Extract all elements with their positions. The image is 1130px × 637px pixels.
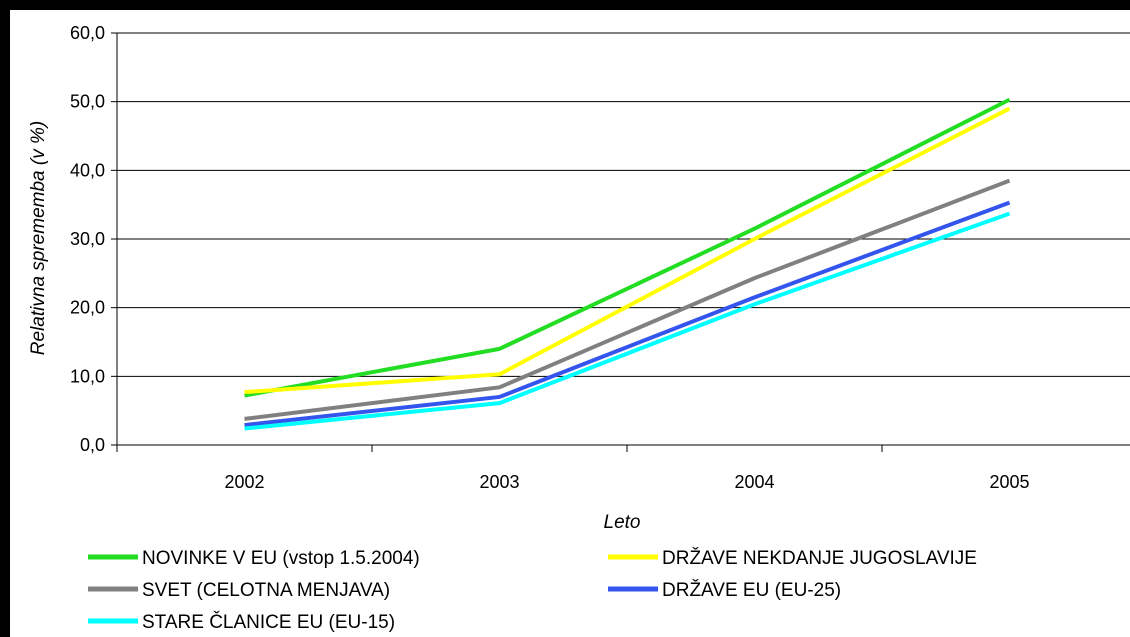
series-line <box>244 97 1011 398</box>
y-axis-title: Relativna sprememba (v %) <box>28 121 49 355</box>
chart-border-left <box>0 0 10 637</box>
x-tick-label: 2002 <box>224 472 264 492</box>
series-line <box>244 106 1011 395</box>
series-line <box>244 211 1011 431</box>
series-line <box>244 178 1011 421</box>
legend-item: NOVINKE V EU (vstop 1.5.2004) <box>88 548 420 569</box>
legend-label: DRŽAVE EU (EU-25) <box>662 579 841 601</box>
legend-label: NOVINKE V EU (vstop 1.5.2004) <box>142 548 420 569</box>
legend-label: STARE ČLANICE EU (EU-15) <box>142 611 395 633</box>
chart-border-top <box>0 0 1130 10</box>
legend-label: DRŽAVE NEKDANJE JUGOSLAVIJE <box>662 547 977 569</box>
legend: NOVINKE V EU (vstop 1.5.2004) DRŽAVE NEKD… <box>88 547 977 633</box>
gridlines <box>117 32 1130 377</box>
x-tick-label: 2005 <box>989 472 1029 492</box>
y-tick-label: 20,0 <box>70 298 105 318</box>
y-tick-label: 30,0 <box>70 229 105 249</box>
legend-item: STARE ČLANICE EU (EU-15) <box>88 611 395 633</box>
legend-label: SVET (CELOTNA MENJAVA) <box>142 580 390 601</box>
y-tick-label: 0,0 <box>80 435 105 455</box>
legend-item: SVET (CELOTNA MENJAVA) <box>88 580 390 601</box>
y-tick-label: 40,0 <box>70 160 105 180</box>
y-tick-label: 10,0 <box>70 366 105 386</box>
x-axis-title: Leto <box>604 512 641 533</box>
x-tick-labels: 2002 2003 2004 2005 <box>224 472 1029 492</box>
series-lines <box>244 97 1011 431</box>
axes <box>111 32 1130 452</box>
x-tick-label: 2004 <box>734 472 774 492</box>
legend-item: DRŽAVE EU (EU-25) <box>608 579 841 601</box>
y-tick-label: 50,0 <box>70 92 105 112</box>
legend-item: DRŽAVE NEKDANJE JUGOSLAVIJE <box>608 547 977 569</box>
x-tick-label: 2003 <box>479 472 519 492</box>
y-tick-labels: 0,0 10,0 20,0 30,0 40,0 50,0 60,0 <box>70 23 105 455</box>
y-tick-label: 60,0 <box>70 23 105 43</box>
series-line <box>244 200 1011 428</box>
